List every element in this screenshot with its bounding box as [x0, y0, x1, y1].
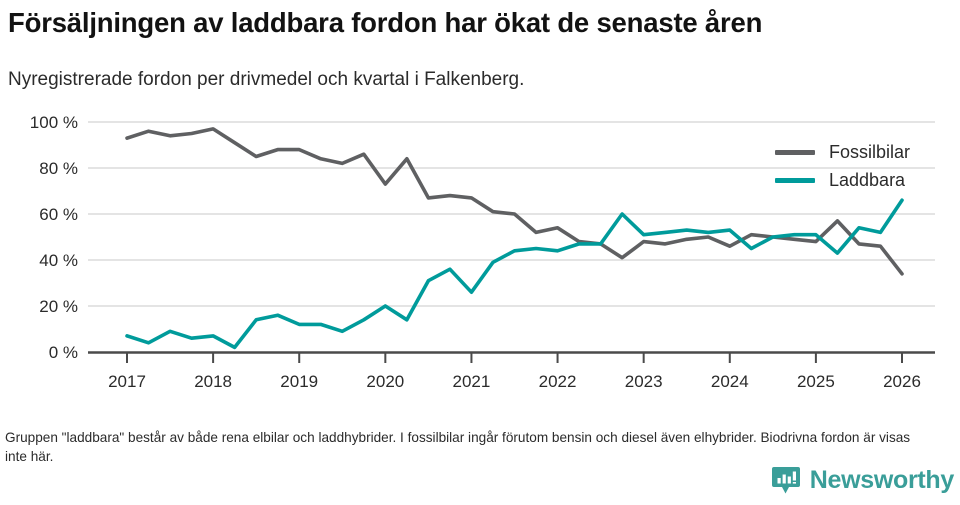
x-tick-label: 2018 [194, 372, 232, 391]
x-tick-label: 2020 [366, 372, 404, 391]
footnote-line-2: elhybrider. Biodrivna fordon är visas in… [5, 430, 911, 464]
y-tick-label: 60 % [39, 205, 78, 224]
x-tick-label: 2022 [539, 372, 577, 391]
line-chart: 0 % 20 % 40 % 60 % 80 % 100 % 2017 2018 2019 202… [0, 105, 960, 400]
x-tick-label: 2026 [883, 372, 921, 391]
legend-swatch-fossilbilar [775, 149, 815, 155]
newsworthy-bubble-icon [771, 467, 800, 494]
y-tick-label: 40 % [39, 251, 78, 270]
x-tick-label: 2019 [280, 372, 318, 391]
series-line-laddbara [125, 198, 904, 350]
footnote-line-1: Gruppen "laddbara" består av både rena e… [5, 430, 691, 445]
page-subtitle: Nyregistrerade fordon per drivmedel och … [8, 69, 525, 90]
newsworthy-wordmark: Newsworthy [809, 465, 955, 494]
newsworthy-logo[interactable]: Newsworthy [771, 465, 954, 495]
chart-footnote: Gruppen "laddbara" består av både rena e… [5, 428, 915, 466]
legend-label-laddbara: Laddbara [829, 169, 906, 190]
y-axis-tick-labels: 0 % 20 % 40 % 60 % 80 % 100 % [30, 113, 78, 362]
y-tick-label: 0 % [49, 343, 78, 362]
x-axis-ticks [126, 353, 903, 363]
chart-svg: 0 % 20 % 40 % 60 % 80 % 100 % 2017 2018 2019 202… [30, 113, 935, 391]
legend-label-fossilbilar: Fossilbilar [829, 141, 911, 162]
legend-swatch-laddbara [775, 177, 815, 183]
data-series [125, 127, 904, 350]
page-title: Försäljningen av laddbara fordon har öka… [8, 7, 763, 38]
y-tick-label: 20 % [39, 297, 78, 316]
x-tick-label: 2023 [625, 372, 663, 391]
x-tick-label: 2017 [108, 372, 146, 391]
x-tick-label: 2021 [453, 372, 491, 391]
x-tick-label: 2024 [711, 372, 749, 391]
legend-item-fossilbilar[interactable]: Fossilbilar [775, 138, 955, 166]
x-axis-tick-labels: 2017 2018 2019 2020 2021 2022 2023 2024 2025 2026 [108, 372, 921, 391]
y-tick-label: 80 % [39, 159, 78, 178]
x-tick-label: 2025 [797, 372, 835, 391]
y-tick-label: 100 % [30, 113, 78, 132]
chart-legend: Fossilbilar Laddbara [775, 138, 955, 194]
legend-item-laddbara[interactable]: Laddbara [775, 166, 955, 194]
